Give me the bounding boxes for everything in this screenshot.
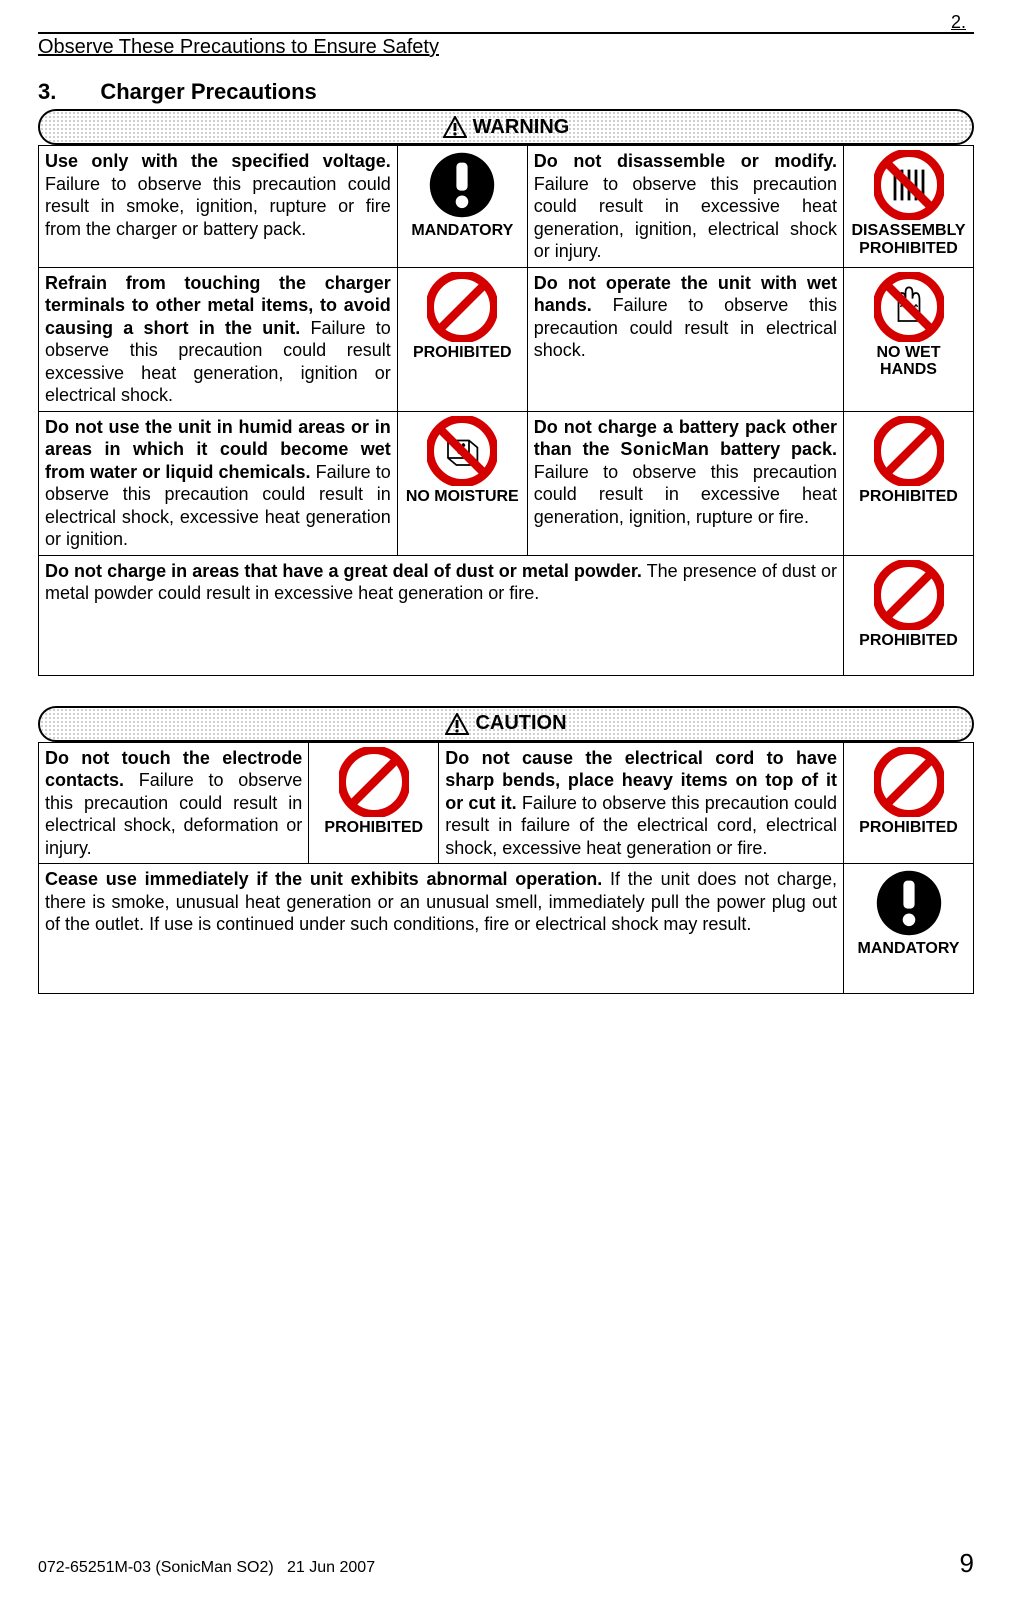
warning-r2-left: Refrain from touching the charger termin…: [39, 267, 398, 411]
warning-r2-right: Do not operate the unit with wet hands. …: [527, 267, 843, 411]
page-number: 9: [960, 1548, 974, 1579]
caution-label: CAUTION: [475, 712, 566, 735]
icon-label: PROHIBITED: [324, 819, 423, 837]
prohibited-icon: [339, 747, 409, 817]
footer-doc-id: 072-65251M-03 (SonicMan SO2) 21 Jun 2007: [38, 1559, 375, 1577]
disassembly-icon-cell: DISASSEMBLY PROHIBITED: [844, 146, 974, 268]
disassembly-prohibited-icon: [874, 150, 944, 220]
icon-label: PROHIBITED: [859, 488, 958, 506]
header-rule: 2.: [38, 12, 974, 34]
mandatory-icon-cell: MANDATORY: [397, 146, 527, 268]
prohibited-icon: [427, 272, 497, 342]
text-bold: Use only with the specified voltage.: [45, 151, 391, 171]
no-wet-hands-icon: [874, 272, 944, 342]
text-bold: Cease use immediately if the unit exhibi…: [45, 869, 602, 889]
text-rest: Failure to observe this precaution could…: [534, 462, 837, 527]
icon-label: NO MOISTURE: [406, 488, 519, 506]
icon-label: PROHIBITED: [859, 819, 958, 837]
warning-r3-left: Do not use the unit in humid areas or in…: [39, 411, 398, 555]
warning-r3-right: Do not charge a battery pack other than …: [527, 411, 843, 555]
prohibited-icon-cell: PROHIBITED: [844, 742, 974, 864]
no-moisture-icon-cell: NO MOISTURE: [397, 411, 527, 555]
icon-label: MANDATORY: [858, 940, 960, 958]
warning-table: Use only with the specified voltage. Fai…: [38, 145, 974, 676]
icon-label: MANDATORY: [411, 222, 513, 240]
prohibited-icon-cell: PROHIBITED: [844, 411, 974, 555]
icon-label: PROHIBITED: [859, 632, 958, 650]
warning-r1-left: Use only with the specified voltage. Fai…: [39, 146, 398, 268]
icon-label: NO WET HANDS: [850, 344, 967, 379]
text-rest: Failure to observe this precaution could…: [45, 174, 391, 239]
caution-r1-right: Do not cause the electrical cord to have…: [439, 742, 844, 864]
footer: 072-65251M-03 (SonicMan SO2) 21 Jun 2007…: [38, 1548, 974, 1579]
caution-banner: CAUTION: [38, 706, 974, 742]
page: 2. Observe These Precautions to Ensure S…: [0, 0, 1012, 1597]
icon-label: DISASSEMBLY PROHIBITED: [850, 222, 967, 257]
mandatory-icon: [874, 868, 944, 938]
icon-label: PROHIBITED: [413, 344, 512, 362]
warning-label: WARNING: [473, 116, 570, 139]
text-bold: Do not disassemble or modify.: [534, 151, 837, 171]
text-bold: Do not charge in areas that have a great…: [45, 561, 642, 581]
caution-table: Do not touch the electrode contacts. Fai…: [38, 742, 974, 995]
section-number: 2.: [951, 12, 974, 33]
prohibited-icon: [874, 747, 944, 817]
mandatory-icon-cell: MANDATORY: [844, 864, 974, 994]
prohibited-icon: [874, 560, 944, 630]
caution-triangle-icon: [445, 713, 469, 735]
prohibited-icon: [874, 416, 944, 486]
brand-name: SonicMan: [620, 439, 709, 459]
no-wet-hands-icon-cell: NO WET HANDS: [844, 267, 974, 411]
prohibited-icon-cell: PROHIBITED: [397, 267, 527, 411]
text-bold: battery pack.: [709, 439, 837, 459]
subheading: Observe These Precautions to Ensure Safe…: [38, 34, 974, 65]
prohibited-icon-cell: PROHIBITED: [844, 555, 974, 675]
text-rest: Failure to observe this precaution could…: [534, 174, 837, 262]
mandatory-icon: [427, 150, 497, 220]
no-moisture-icon: [427, 416, 497, 486]
section-title: 3. Charger Precautions: [38, 79, 974, 105]
prohibited-icon-cell: PROHIBITED: [309, 742, 439, 864]
caution-r2-text: Cease use immediately if the unit exhibi…: [39, 864, 844, 994]
caution-r1-left: Do not touch the electrode contacts. Fai…: [39, 742, 309, 864]
warning-r4-text: Do not charge in areas that have a great…: [39, 555, 844, 675]
warning-triangle-icon: [443, 116, 467, 138]
warning-r1-right: Do not disassemble or modify. Failure to…: [527, 146, 843, 268]
warning-banner: WARNING: [38, 109, 974, 145]
